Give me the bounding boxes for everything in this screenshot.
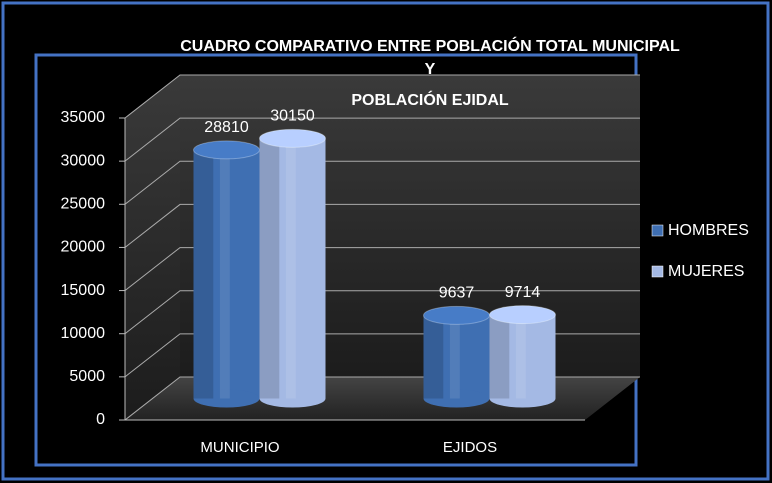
bar-bottom (259, 389, 326, 408)
bar-shine (285, 138, 296, 399)
bar-top (423, 305, 490, 325)
grid-line (124, 117, 640, 162)
bar-shade (423, 315, 444, 399)
bar-bottom (423, 389, 490, 408)
bar-top (489, 305, 556, 325)
data-label: 9714 (505, 284, 541, 301)
legend-swatch (651, 224, 664, 237)
data-label: 28810 (204, 119, 249, 136)
y-tick-label: 30000 (61, 152, 106, 169)
grid-line (124, 74, 640, 119)
bar-shade (489, 314, 510, 399)
side-wall (125, 75, 180, 420)
bar-top (259, 128, 326, 148)
y-tick-label: 0 (96, 411, 105, 428)
legend-label: HOMBRES (668, 222, 749, 239)
chart-title: CUADRO COMPARATIVO ENTRE POBLACIÓN TOTAL… (180, 36, 680, 55)
bar (423, 315, 490, 399)
grid-line (124, 247, 640, 291)
x-tick-label: MUNICIPIO (200, 439, 279, 456)
bar (489, 314, 556, 399)
y-tick-label: 35000 (61, 109, 106, 126)
y-tick-label: 15000 (61, 282, 106, 299)
bar-top (193, 140, 260, 160)
data-label: 30150 (270, 108, 315, 125)
bar-shine (449, 315, 460, 399)
bar-shine (219, 149, 230, 399)
grid-line (124, 160, 640, 205)
grid-line (124, 203, 640, 248)
chart-title: POBLACIÓN EJIDAL (351, 90, 509, 109)
bar-shine (515, 314, 526, 399)
bar (193, 149, 260, 399)
y-tick-label: 25000 (61, 196, 106, 213)
bar-shade (193, 149, 214, 399)
y-tick-label: 10000 (61, 325, 106, 342)
x-tick-label: EJIDOS (443, 439, 497, 456)
legend-label: MUJERES (668, 263, 744, 280)
y-tick-label: 20000 (61, 239, 106, 256)
legend-swatch (651, 265, 664, 278)
grid-line (124, 290, 640, 335)
bar-shade (259, 138, 280, 399)
chart-title: Y (425, 61, 436, 78)
y-tick-label: 5000 (69, 368, 105, 385)
data-label: 9637 (439, 285, 475, 302)
bar-bottom (193, 389, 260, 408)
bar-bottom (489, 389, 556, 408)
bar (259, 138, 326, 399)
